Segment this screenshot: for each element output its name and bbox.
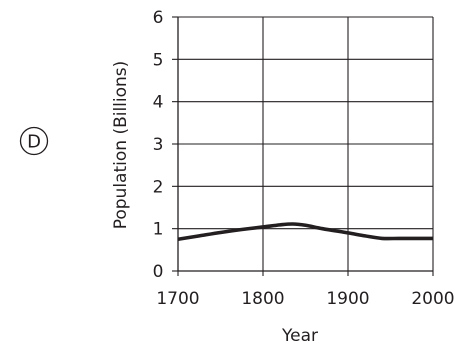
y-tick-label-5: 5: [153, 50, 164, 70]
option-letter: D: [27, 132, 41, 153]
y-tick-label-4: 4: [153, 93, 164, 113]
x-tick-labels: 1700 1800 1900 2000: [156, 271, 455, 309]
y-tick-label-1: 1: [153, 220, 164, 240]
series-line-0: [177, 222, 433, 242]
y-tick-label-0: 0: [153, 262, 164, 282]
y-tick-label-3: 3: [153, 135, 164, 155]
x-tick-label-1900: 1900: [326, 289, 369, 309]
x-tick-label-2000: 2000: [411, 289, 454, 309]
grid-horizontal: [178, 16, 433, 230]
y-tick-label-2: 2: [153, 177, 164, 197]
x-tick-label-1700: 1700: [156, 289, 199, 309]
series-group: [177, 222, 433, 242]
y-axis-label: Population (Billions): [111, 61, 131, 230]
y-tick-label-6: 6: [153, 8, 164, 28]
x-axis-label: Year: [281, 326, 318, 346]
option-marker: D: [19, 126, 49, 156]
x-tick-label-1800: 1800: [241, 289, 284, 309]
y-tick-labels: 0 1 2 3 4 5 6: [153, 8, 178, 282]
option-circle: [19, 126, 49, 156]
